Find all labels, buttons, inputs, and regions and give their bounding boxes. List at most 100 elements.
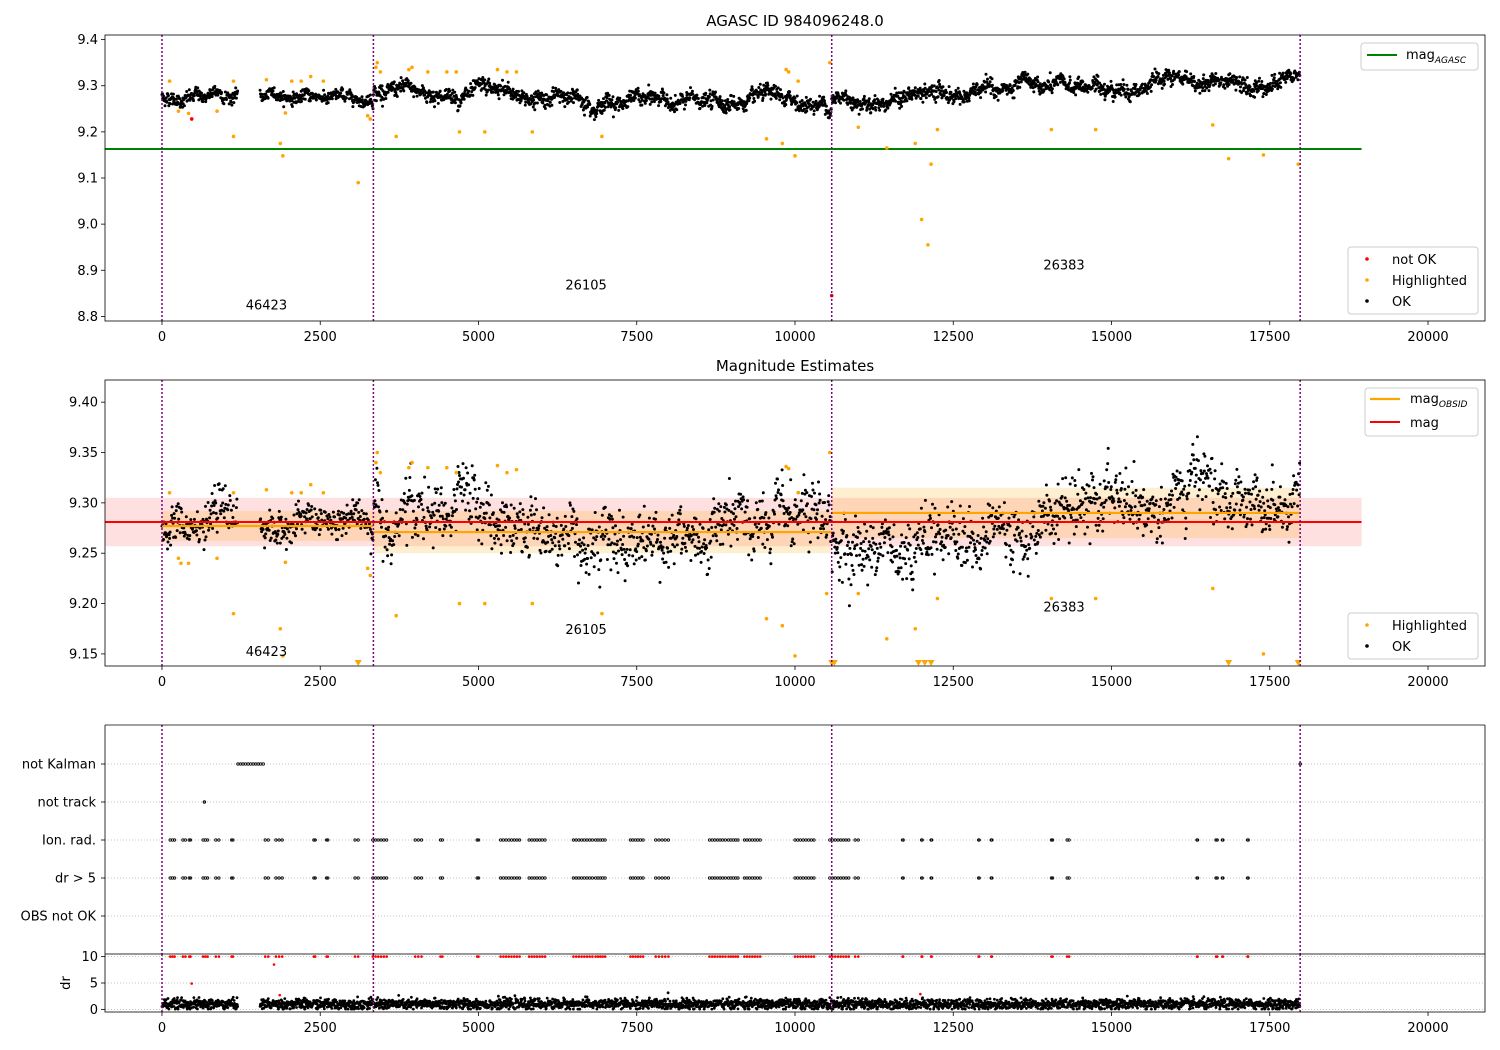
mag-ok-point <box>650 550 654 554</box>
agasc-ok-point <box>788 90 792 94</box>
mag-ok-point <box>1156 518 1160 522</box>
agasc-ok-point <box>916 94 920 98</box>
mag-ok-point <box>582 543 586 547</box>
agasc-highlighted-point <box>1049 127 1054 132</box>
agasc-ok-point <box>720 99 724 103</box>
mag-ok-point <box>664 526 668 530</box>
mag-ok-point <box>568 501 572 505</box>
mag-ok-point <box>235 497 239 501</box>
agasc-ok-point <box>1235 76 1239 79</box>
mag-ok-point <box>483 517 487 520</box>
mag-ok-point <box>274 538 278 542</box>
agasc-ok-point <box>814 99 818 103</box>
agasc-ok-point <box>438 89 442 93</box>
agasc-ok-point <box>1193 80 1196 83</box>
mag-ok-point <box>397 522 401 526</box>
mag-ok-point <box>638 535 642 539</box>
agasc-highlighted-point <box>828 60 832 65</box>
mag-ok-point <box>1093 501 1097 505</box>
mag-ok-point <box>1072 532 1076 536</box>
agasc-ok-point <box>1208 83 1212 87</box>
mag-ok-point <box>845 534 849 537</box>
mag-ok-point <box>862 540 866 544</box>
mag-ok-point <box>578 550 582 554</box>
mag-ok-point <box>720 517 724 520</box>
agasc-ok-point <box>990 83 994 87</box>
agasc-ok-point <box>501 78 504 82</box>
mag-ok-point <box>410 535 414 539</box>
mag-ok-point <box>495 534 498 538</box>
mag-ok-point <box>580 541 584 545</box>
agasc-ok-point <box>662 91 666 95</box>
mag-ok-point <box>903 545 907 549</box>
mag-ok-point <box>570 515 574 519</box>
mag-ok-point <box>168 530 172 534</box>
mag-ok-point <box>597 568 601 572</box>
agasc-ok-point <box>902 90 906 94</box>
mag-ok-point <box>710 526 714 529</box>
agasc-ok-point <box>657 94 661 98</box>
agasc-ok-point <box>643 94 647 97</box>
mag-ok-point <box>916 543 920 547</box>
mag-ok-point <box>366 518 370 522</box>
mag-ok-point <box>590 528 594 532</box>
agasc-ok-point <box>1018 85 1022 89</box>
agasc-ok-point <box>873 106 877 109</box>
mag-ok-point <box>980 549 984 552</box>
mag-ok-point <box>211 526 215 530</box>
agasc-ok-point <box>233 94 236 97</box>
agasc-ok-point <box>330 97 334 101</box>
agasc-ok-point <box>260 92 264 96</box>
mag-ok-point <box>860 563 864 567</box>
agasc-ok-point <box>1256 89 1260 92</box>
mag-ok-point <box>784 522 788 526</box>
mag-ok-point <box>616 539 619 543</box>
agasc-ok-point <box>561 99 565 103</box>
mag-ok-point <box>523 522 527 526</box>
agasc-ok-point <box>1270 73 1274 77</box>
mag-ok-point <box>689 534 693 537</box>
mag-ok-point <box>869 544 873 548</box>
mag-ok-point <box>201 517 205 521</box>
mag-ok-point <box>997 505 1001 509</box>
mag-ok-point <box>944 528 948 532</box>
agasc-ok-point <box>1255 81 1258 85</box>
mag-ok-point <box>943 545 947 549</box>
mag-ok-point <box>940 535 944 539</box>
mag-ok-point <box>391 539 395 543</box>
agasc-ok-point <box>399 89 403 93</box>
mag-ok-point <box>761 491 765 495</box>
mag-ok-point <box>995 527 999 531</box>
mag-ok-point <box>170 513 174 517</box>
agasc-ok-point <box>877 106 881 110</box>
mag-ok-point <box>1154 503 1158 507</box>
agasc-ok-point <box>780 94 784 98</box>
agasc-ok-point <box>675 108 679 112</box>
agasc-ok-point <box>1292 77 1296 81</box>
mag-ok-point <box>1086 496 1090 500</box>
agasc-ok-point <box>448 89 452 93</box>
agasc-ok-point <box>168 102 172 106</box>
agasc-highlighted-point <box>505 70 509 74</box>
agasc-ok-point <box>923 86 927 90</box>
mag-ok-point <box>1049 508 1053 512</box>
agasc-ok-point <box>331 94 335 97</box>
agasc-ok-point <box>550 103 554 107</box>
agasc-ok-point <box>637 98 641 102</box>
agasc-ok-point <box>714 90 717 94</box>
mag-ok-point <box>431 546 435 550</box>
agasc-ok-point <box>673 93 677 97</box>
agasc-ok-point <box>185 90 189 93</box>
agasc-ok-point <box>648 102 652 106</box>
mag-ok-point <box>770 533 774 537</box>
mag-ok-point <box>1007 522 1010 526</box>
agasc-highlighted-point <box>167 79 172 83</box>
mag-ok-point <box>1107 481 1111 484</box>
mag-ok-point <box>170 505 174 509</box>
mag-ok-point <box>682 522 686 526</box>
agasc-ok-point <box>833 98 837 102</box>
mag-ok-point <box>815 512 819 516</box>
mag-ok-point <box>978 541 982 545</box>
agasc-x-tick-label: 5000 <box>462 330 495 345</box>
mag-ok-point <box>1037 499 1041 503</box>
